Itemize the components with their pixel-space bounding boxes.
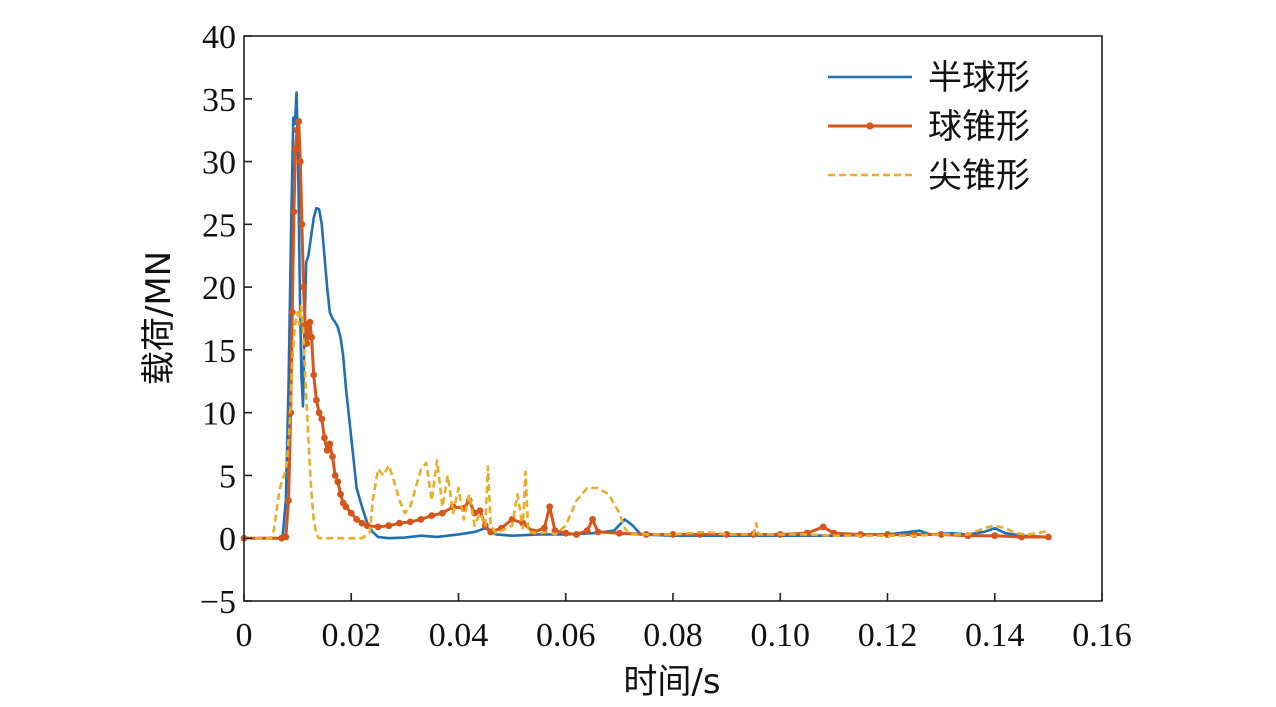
series-2-point-56	[562, 529, 570, 537]
x-tick-label-7: 0.14	[965, 617, 1025, 654]
series-2-point-59	[589, 515, 596, 523]
series-2-point-19	[312, 396, 320, 404]
ticks-layer: 0 0.02 0.04 0.06 0.08 0.10 0.12 0.14 0.16−505101…	[200, 19, 1132, 654]
series-2-point-8	[293, 126, 301, 134]
y-tick-label-5: 20	[202, 270, 236, 307]
series-line-3	[244, 304, 1049, 540]
series-2-point-78	[1044, 533, 1052, 541]
series-2-point-41	[439, 509, 446, 517]
series-layer	[240, 91, 1052, 542]
series-2-point-46	[476, 507, 484, 514]
series-2-point-24	[326, 440, 334, 448]
series-2-point-5	[288, 308, 296, 316]
series-2-point-54	[546, 503, 554, 511]
x-tick-label-3: 0.06	[536, 617, 596, 654]
x-tick-label-0: 0	[236, 617, 253, 654]
series-2-point-32	[353, 515, 361, 523]
series-2-point-40	[428, 512, 436, 520]
x-tick-label-5: 0.10	[751, 617, 811, 654]
series-2-point-60	[594, 528, 602, 536]
series-2-point-53	[540, 524, 548, 532]
series-2-point-34	[363, 522, 371, 530]
legend-label-3: 尖锥形	[928, 156, 1030, 196]
series-2-point-57	[573, 531, 580, 538]
series-2-point-18	[310, 371, 318, 379]
series-2-point-37	[396, 519, 403, 527]
series-2-point-30	[342, 503, 350, 511]
x-tick-label-8: 0.16	[1072, 617, 1132, 654]
series-2-point-39	[417, 515, 425, 523]
legend-label-1: 半球形	[928, 58, 1030, 98]
x-tick-label-1: 0.02	[322, 617, 382, 654]
series-2-point-61	[615, 529, 623, 537]
y-tick-label-2: 5	[219, 458, 236, 495]
series-2-point-63	[669, 531, 677, 538]
y-tick-label-4: 15	[202, 333, 236, 370]
series-2-point-11	[298, 220, 306, 228]
y-tick-label-7: 30	[202, 145, 236, 182]
series-2-point-35	[374, 523, 382, 531]
y-tick-label-0: −5	[200, 584, 236, 621]
series-3	[244, 304, 1049, 540]
series-2-point-50	[508, 515, 516, 523]
series-2-point-58	[583, 527, 591, 535]
x-tick-label-2: 0.04	[429, 617, 489, 654]
series-2-point-14	[303, 340, 311, 348]
series-2-point-15	[304, 327, 312, 335]
series-2-point-10	[296, 158, 304, 165]
series-2-point-69	[819, 523, 827, 531]
series-2-point-3	[285, 497, 292, 504]
series-2-point-16	[306, 318, 314, 326]
series-2-point-20	[315, 409, 323, 417]
series-2-point-38	[406, 518, 414, 526]
series-2-point-21	[318, 415, 326, 423]
series-2-point-7	[292, 145, 299, 153]
series-2-point-33	[358, 519, 366, 527]
series-2-point-27	[334, 478, 342, 486]
series-2-point-9	[295, 117, 303, 125]
x-tick-label-4: 0.08	[643, 617, 703, 654]
series-2-point-28	[337, 490, 344, 498]
series-2-point-31	[347, 509, 355, 517]
series-2-point-26	[331, 472, 339, 479]
y-axis-title: 载荷/MN	[139, 251, 179, 385]
x-tick-label-6: 0.12	[858, 617, 918, 654]
series-2-point-25	[329, 453, 336, 461]
y-tick-label-8: 35	[202, 82, 236, 119]
y-tick-label-3: 10	[202, 396, 236, 433]
series-2-point-36	[385, 522, 393, 530]
series-2-point-76	[991, 532, 999, 540]
y-tick-label-6: 25	[202, 207, 236, 244]
y-tick-label-1: 0	[219, 521, 236, 558]
x-axis-title: 时间/s	[623, 662, 720, 702]
series-2-point-2	[282, 533, 290, 541]
series-2-point-12	[300, 283, 307, 291]
series-2-point-22	[321, 434, 328, 442]
series-2-point-23	[323, 446, 331, 454]
series-2-point-65	[723, 531, 731, 538]
legend-label-2: 球锥形	[928, 107, 1030, 147]
series-2-point-6	[290, 208, 298, 216]
series-2-point-17	[308, 333, 315, 341]
y-tick-label-9: 40	[202, 19, 236, 56]
legend-marker-2	[866, 122, 874, 130]
series-2-point-74	[937, 531, 945, 538]
